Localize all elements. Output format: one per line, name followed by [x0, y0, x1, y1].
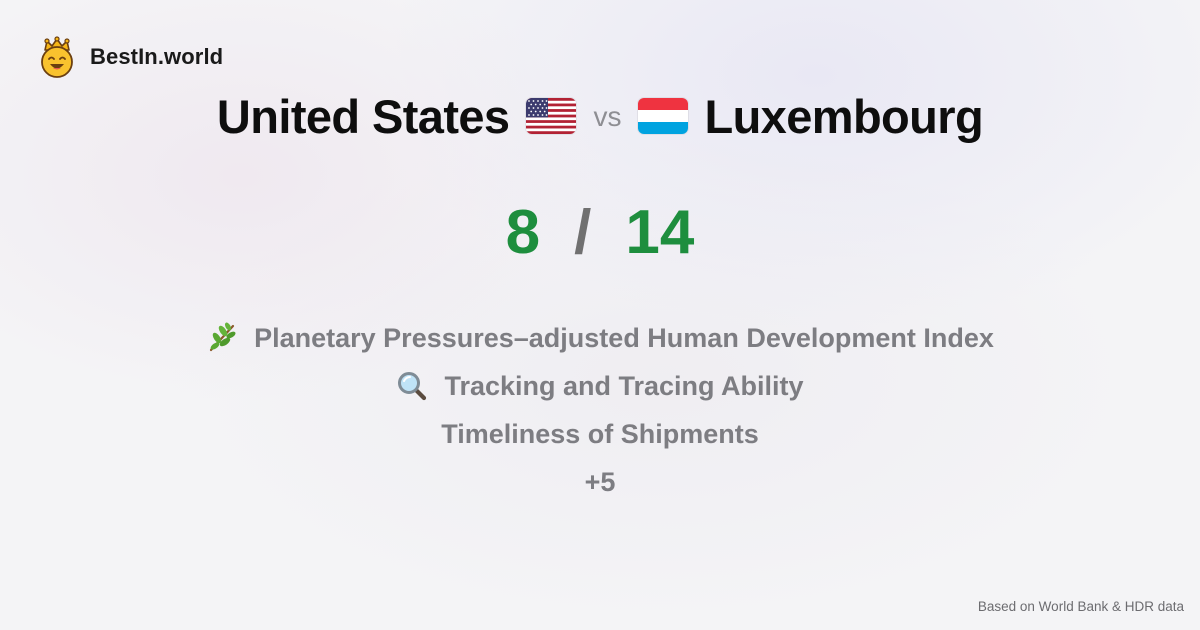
metric-item: Timeliness of Shipments — [441, 410, 759, 458]
left-score: 8 — [505, 197, 541, 267]
comparison-title: United States vs Luxembourg — [0, 86, 1200, 146]
left-country-name: United States — [216, 89, 510, 143]
metric-item: Tracking and Tracing Ability — [396, 362, 804, 410]
brand-name: BestIn.world — [90, 44, 224, 69]
vs-label: vs — [593, 101, 622, 132]
metric-label: Tracking and Tracing Ability — [444, 370, 804, 401]
magnifying-glass-icon — [398, 372, 427, 401]
crown-smiley-icon — [41, 36, 73, 78]
right-country-name: Luxembourg — [704, 89, 984, 143]
score-separator: / — [574, 197, 592, 267]
herb-icon — [210, 322, 236, 352]
metric-list: Planetary Pressures–adjusted Human Devel… — [0, 314, 1200, 506]
brand[interactable]: BestIn.world — [38, 36, 223, 78]
metric-label: Timeliness of Shipments — [441, 418, 759, 449]
score: 8 / 14 — [0, 196, 1200, 268]
data-source-note: Based on World Bank & HDR data — [977, 599, 1184, 614]
right-score: 14 — [625, 197, 695, 267]
luxembourg-flag-icon — [638, 98, 689, 134]
metric-label: Planetary Pressures–adjusted Human Devel… — [254, 322, 994, 353]
metric-item: Planetary Pressures–adjusted Human Devel… — [206, 314, 994, 362]
more-metrics-count: +5 — [584, 466, 616, 497]
us-flag-icon — [526, 98, 577, 134]
